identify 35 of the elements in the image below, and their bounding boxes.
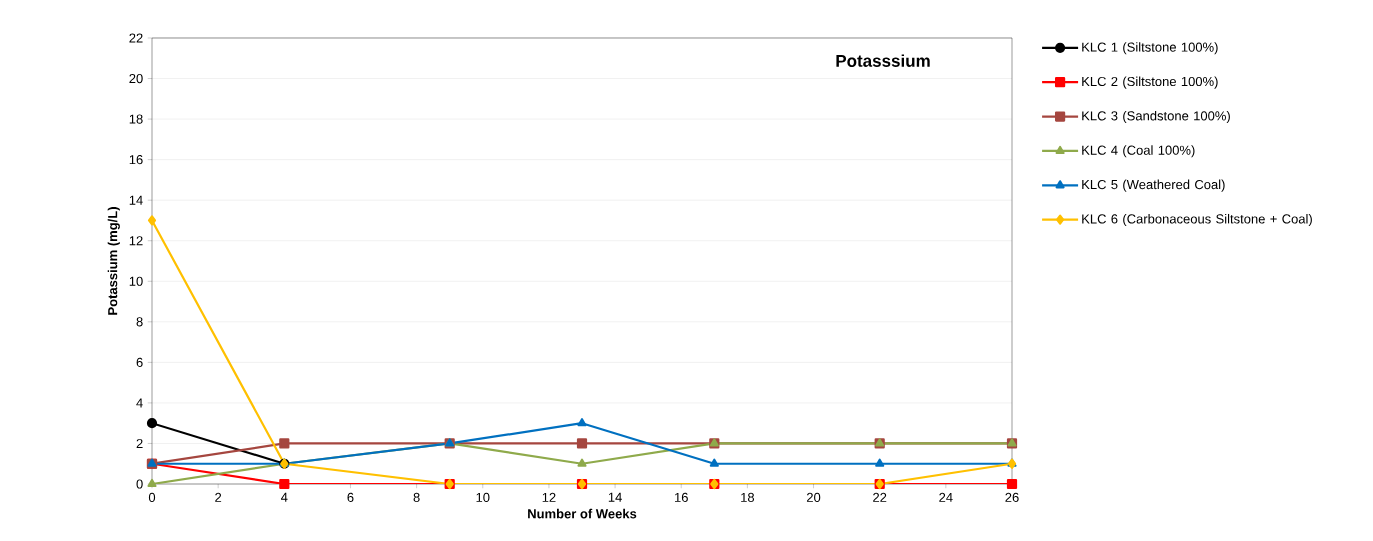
y-tick-label: 20	[129, 73, 143, 84]
y-tick-label: 12	[129, 236, 143, 246]
legend-label: KLC 5 (Weathered Coal)	[1082, 179, 1225, 192]
y-tick-label: 10	[129, 276, 143, 286]
x-tick-label: 0	[148, 492, 156, 502]
x-tick-label: 12	[542, 492, 556, 502]
legend-label: KLC 3 (Sandstone 100%)	[1082, 110, 1230, 123]
y-tick-label: 8	[136, 317, 143, 327]
legend-label: KLC 1 (Siltstone 100%)	[1082, 42, 1218, 55]
x-tick-label: 24	[939, 492, 953, 502]
x-tick-label: 14	[608, 492, 622, 502]
text: Potasssium	[836, 54, 930, 67]
y-tick-label: 14	[129, 195, 143, 205]
y-tick-label: 0	[136, 479, 143, 489]
legend-label: KLC 6 (Carbonaceous Siltstone + Coal)	[1082, 213, 1312, 227]
x-tick-label: 4	[280, 492, 288, 502]
x-tick-label: 6	[347, 492, 354, 502]
y-tick-label: 16	[129, 155, 143, 165]
y-tick-label: 6	[136, 357, 143, 367]
y-tick-label: 22	[129, 33, 143, 43]
x-tick-label: 8	[413, 492, 420, 502]
x-tick-label: 26	[1005, 492, 1019, 502]
x-tick-label: 2	[215, 492, 222, 502]
x-tick-label: 16	[674, 492, 688, 502]
x-tick-label: 18	[741, 492, 755, 502]
x-axis-title: Number of Weeks	[528, 508, 637, 519]
x-tick-label: 22	[873, 492, 887, 502]
y-tick-label: 4	[136, 398, 143, 408]
x-tick-label: 20	[806, 492, 821, 502]
legend-label: KLC 2 (Siltstone 100%)	[1082, 76, 1218, 89]
y-tick-label: 2	[136, 438, 143, 448]
y-axis-title: Potassium (mg/L)	[107, 207, 120, 315]
x-tick-label: 10	[476, 492, 490, 502]
y-tick-label: 18	[129, 114, 143, 124]
legend-label: KLC 4 (Coal 100%)	[1082, 145, 1195, 158]
